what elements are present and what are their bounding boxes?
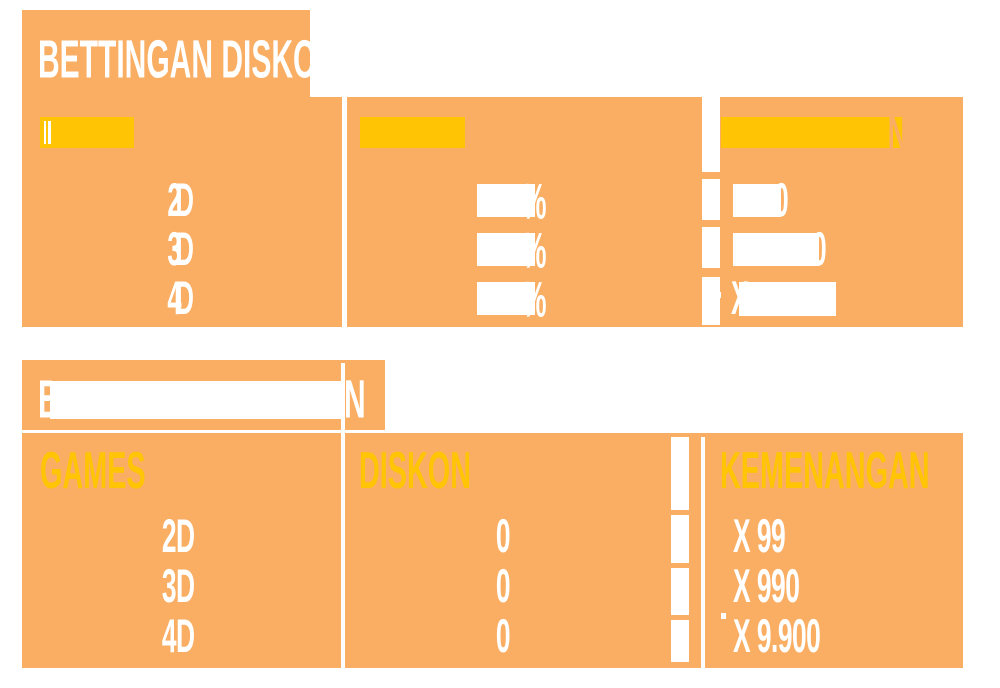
text-fragment-dot (721, 613, 726, 619)
kemenangan-header: KEMENANGAN (720, 442, 930, 500)
game-cell: 2D (161, 510, 195, 563)
diskon-value-placeholder (477, 282, 535, 315)
column-divider (341, 363, 345, 668)
text-fragment-dot (716, 292, 721, 298)
column-divider-segment (671, 620, 689, 662)
column-divider-segment (702, 277, 720, 325)
game-cell: 3D (161, 560, 195, 613)
column-divider (701, 437, 705, 668)
game-cell: 3D (167, 223, 195, 276)
bottom-panel-title-placeholder (50, 381, 341, 419)
column-divider-segment (702, 179, 720, 220)
game-cell: 4D (167, 272, 195, 325)
top-panel-title: BETTINGAN DISKON (38, 28, 338, 90)
games-header-placeholder (40, 117, 134, 148)
column-divider-segment (671, 568, 689, 615)
kemenangan-header-placeholder (721, 117, 903, 148)
diskon-header: DISKON (359, 442, 472, 500)
diskon-cell: 0 (495, 560, 511, 613)
text-fragment (44, 121, 46, 144)
kemenangan-cell: X 990 (733, 560, 800, 613)
column-divider-segment (702, 97, 720, 172)
diskon-value-placeholder (477, 184, 535, 217)
kemenangan-header-fragment: N (888, 104, 908, 162)
kemenangan-value-placeholder (739, 282, 836, 316)
column-divider-segment (671, 515, 689, 563)
game-cell: 2D (167, 174, 195, 227)
column-divider-segment (671, 437, 689, 510)
column-divider (342, 97, 347, 327)
game-cell: 4D (161, 610, 195, 663)
diskon-cell: 0 (495, 510, 511, 563)
bottom-panel-title-fragment: N (344, 368, 366, 430)
kemenangan-value-placeholder (733, 184, 781, 217)
kemenangan-value-placeholder (733, 233, 819, 266)
kemenangan-cell: X 9.900 (733, 610, 821, 663)
column-divider-segment (702, 227, 720, 268)
top-panel-tab (22, 10, 310, 98)
diskon-value-placeholder (477, 233, 535, 266)
diskon-cell: 0 (495, 610, 511, 663)
diskon-header-placeholder (360, 117, 465, 148)
text-fragment (48, 121, 51, 144)
kemenangan-cell: X 99 (733, 510, 786, 563)
bottom-panel-body (22, 433, 963, 668)
games-header: GAMES (40, 442, 146, 500)
